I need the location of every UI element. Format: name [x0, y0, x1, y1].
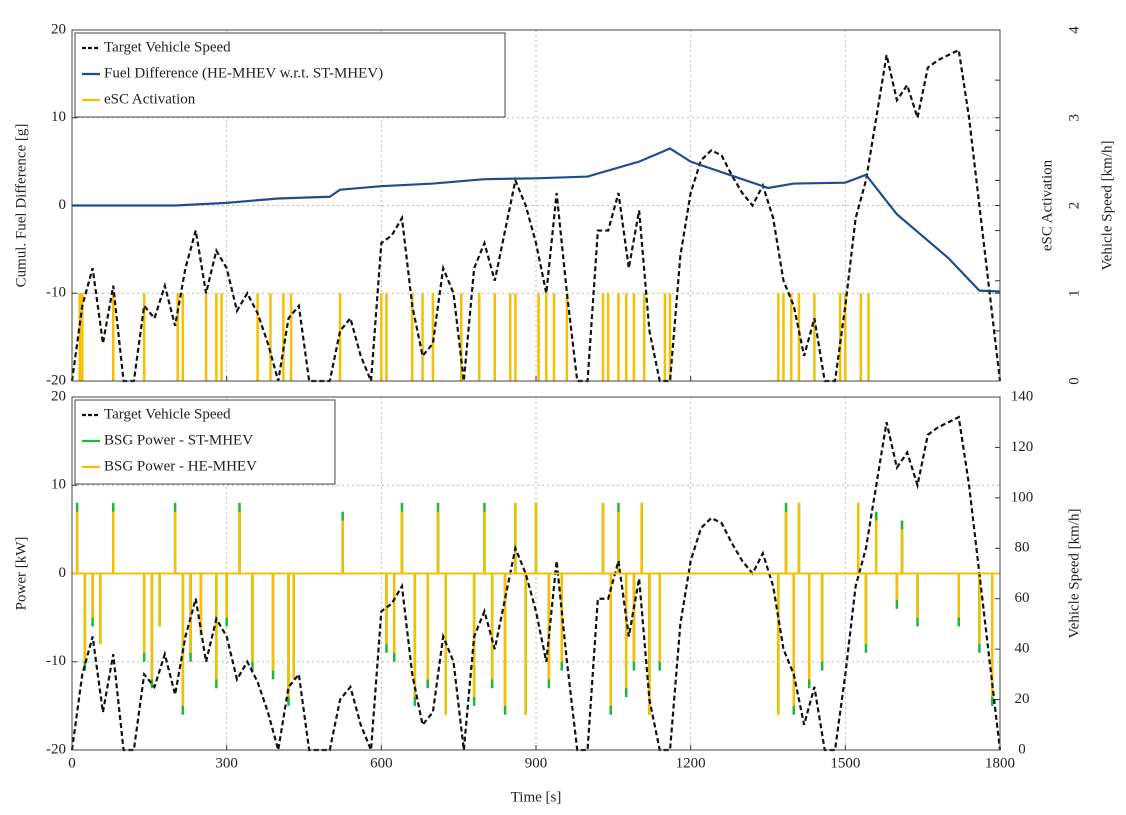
y-axis-label: Cumul. Fuel Difference [g]: [13, 124, 29, 288]
x-tick-label: 600: [370, 755, 393, 771]
y-tick-label: -20: [46, 372, 66, 388]
y-tick-label: 0: [59, 197, 67, 213]
x-tick-label: 300: [215, 755, 238, 771]
line: [70, 48, 1002, 383]
y2-tick-label: 140: [1011, 388, 1034, 404]
y2-tick-label: 120: [1011, 439, 1034, 455]
legend-label: Target Vehicle Speed: [104, 406, 231, 422]
y3-tick-label: 140: [1124, 19, 1126, 42]
y-tick-label: 10: [51, 477, 66, 493]
legend-box: [74, 32, 506, 118]
y-tick-label: 0: [59, 565, 67, 581]
y2-tick-label: 60: [1015, 590, 1030, 606]
x-tick-label: 1200: [676, 755, 706, 771]
legend-label: Fuel Difference (HE-MHEV w.r.t. ST-MHEV): [104, 65, 383, 81]
x-axis-label: Time [s]: [511, 789, 562, 805]
y2-tick-label: 2: [1066, 202, 1082, 210]
y3-tick-label: 40: [1124, 273, 1126, 288]
y3-tick-label: 20: [1124, 323, 1126, 338]
y-tick-label: -10: [46, 653, 66, 669]
y2-axis-label: Vehicle Speed [km/h]: [1066, 509, 1082, 639]
y2-tick-label: 20: [1015, 691, 1030, 707]
y2-tick-label: 4: [1066, 26, 1082, 34]
y2-axis-label: eSC Activation: [1039, 159, 1055, 251]
y2-tick-label: 1: [1066, 290, 1082, 298]
x-tick-label: 1800: [985, 755, 1015, 771]
y-tick-label: 20: [51, 21, 66, 37]
plot-frame: [71, 29, 1001, 382]
y3-tick-label: 60: [1124, 223, 1126, 238]
x-tick-label: 900: [525, 755, 548, 771]
y2-tick-label: 0: [1066, 377, 1082, 385]
legend-label: BSG Power - ST-MHEV: [104, 432, 253, 448]
x-tick-label: 0: [68, 755, 76, 771]
plot-frame: [71, 396, 1001, 751]
legend-box: [74, 399, 336, 485]
line: [70, 415, 1002, 752]
legend-label: BSG Power - HE-MHEV: [104, 458, 257, 474]
y2-tick-label: 80: [1015, 540, 1030, 556]
y-tick-label: 20: [51, 388, 66, 404]
legend-label: Target Vehicle Speed: [104, 39, 231, 55]
x-tick-label: 1500: [830, 755, 860, 771]
y-tick-label: -10: [46, 285, 66, 301]
y3-tick-label: 120: [1124, 69, 1126, 92]
y-tick-label: -20: [46, 741, 66, 757]
y3-axis-label: Vehicle Speed [km/h]: [1099, 141, 1115, 271]
y3-tick-label: 80: [1124, 173, 1126, 188]
y3-tick-label: 100: [1124, 119, 1126, 142]
legend-label: eSC Activation: [104, 91, 196, 107]
y-tick-label: 10: [51, 109, 66, 125]
y3-tick-label: 0: [1124, 377, 1126, 385]
y2-tick-label: 40: [1015, 641, 1030, 657]
y-axis-label: Power [kW]: [13, 537, 29, 611]
y2-tick-label: 0: [1018, 741, 1026, 757]
y2-tick-label: 3: [1066, 114, 1082, 122]
y2-tick-label: 100: [1011, 489, 1034, 505]
line: [72, 147, 1001, 293]
